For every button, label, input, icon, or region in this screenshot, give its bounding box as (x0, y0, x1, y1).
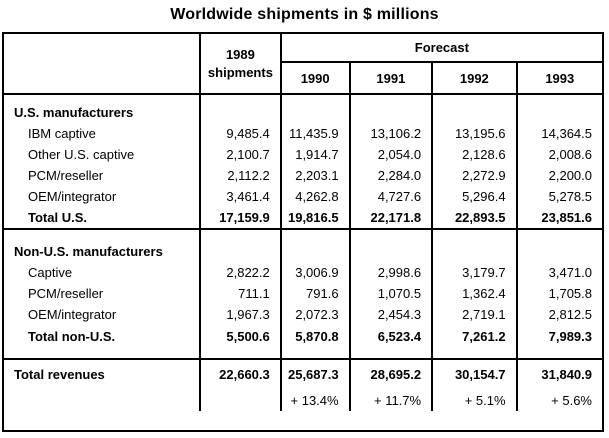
growth-1993: + 5.6% (515, 389, 602, 411)
value-1993: 2,812.5 (515, 304, 602, 325)
shipments-table: 1989 shipments Forecast 1990 1991 1992 1… (2, 32, 604, 432)
total-nonus-1993: 7,989.3 (515, 325, 602, 347)
value-1991: 4,727.6 (348, 186, 433, 207)
table-row: PCM/reseller 711.1 791.6 1,070.5 1,362.4… (4, 283, 602, 304)
row-label: OEM/integrator (28, 189, 117, 204)
value-1992: 2,128.6 (431, 144, 517, 165)
total-us-1991: 22,171.8 (348, 207, 433, 230)
year-1992-header: 1992 (431, 62, 517, 95)
nonus-section-heading: Non-U.S. manufacturers (14, 244, 163, 259)
table-row: PCM/reseller 2,112.2 2,203.1 2,284.0 2,2… (4, 165, 602, 186)
value-1991: 2,284.0 (348, 165, 433, 186)
total-nonus-1991: 6,523.4 (348, 325, 433, 347)
revenues-1990: 25,687.3 (279, 359, 350, 389)
value-1993: 1,705.8 (515, 283, 602, 304)
value-1989: 2,822.2 (199, 262, 281, 283)
total-us-1992: 22,893.5 (431, 207, 517, 230)
growth-1990: + 13.4% (279, 389, 350, 411)
shipments-grid: 1989 shipments Forecast 1990 1991 1992 1… (4, 34, 602, 411)
value-1992: 2,719.1 (431, 304, 517, 325)
value-1990: 2,072.3 (279, 304, 350, 325)
table-row: OEM/integrator 3,461.4 4,262.8 4,727.6 5… (4, 186, 602, 207)
value-1992: 2,272.9 (431, 165, 517, 186)
revenues-1993: 31,840.9 (515, 359, 602, 389)
total-nonus-label: Total non-U.S. (28, 328, 116, 344)
revenues-row: Total revenues 22,660.3 25,687.3 28,695.… (4, 359, 602, 389)
header-row-1: 1989 shipments Forecast (4, 34, 602, 95)
total-us-1993: 23,851.6 (515, 207, 602, 230)
header-blank-cell (4, 34, 201, 95)
year-1993-header: 1993 (515, 62, 602, 95)
value-1990: 791.6 (279, 283, 350, 304)
value-1993: 2,200.0 (515, 165, 602, 186)
value-1992: 5,296.4 (431, 186, 517, 207)
total-nonus-1990: 5,870.8 (279, 325, 350, 347)
value-1989: 2,112.2 (199, 165, 281, 186)
value-1989: 9,485.4 (199, 123, 281, 144)
value-1993: 3,471.0 (515, 262, 602, 283)
value-1989: 1,967.3 (199, 304, 281, 325)
table-row: IBM captive 9,485.4 11,435.9 13,106.2 13… (4, 123, 602, 144)
row-label: OEM/integrator (28, 307, 117, 322)
row-label: Captive (28, 265, 73, 280)
row-label: Other U.S. captive (28, 147, 135, 162)
value-1990: 1,914.7 (279, 144, 350, 165)
value-1989: 2,100.7 (199, 144, 281, 165)
row-label: PCM/reseller (28, 168, 104, 183)
section-heading-row: Non-U.S. manufacturers (4, 241, 602, 262)
total-nonus-1989: 5,500.6 (199, 325, 281, 347)
total-row: Total U.S. 17,159.9 19,816.5 22,171.8 22… (4, 207, 602, 230)
value-1992: 13,195.6 (431, 123, 517, 144)
total-us-1990: 19,816.5 (279, 207, 350, 230)
total-us-label: Total U.S. (4, 207, 201, 230)
value-1993: 2,008.6 (515, 144, 602, 165)
value-1989: 3,461.4 (199, 186, 281, 207)
value-1991: 13,106.2 (348, 123, 433, 144)
us-section-heading: U.S. manufacturers (14, 105, 134, 120)
table-row: Captive 2,822.2 3,006.9 2,998.6 3,179.7 … (4, 262, 602, 283)
value-1989: 711.1 (199, 283, 281, 304)
value-1991: 2,454.3 (348, 304, 433, 325)
revenues-1989: 22,660.3 (199, 359, 281, 389)
total-row: Total non-U.S. 5,500.6 5,870.8 6,523.4 7… (4, 325, 602, 347)
growth-1991: + 11.7% (348, 389, 433, 411)
value-1993: 5,278.5 (515, 186, 602, 207)
forecast-header: Forecast (279, 34, 602, 63)
table-row: OEM/integrator 1,967.3 2,072.3 2,454.3 2… (4, 304, 602, 325)
year-1990-header: 1990 (279, 62, 350, 95)
table-row: Other U.S. captive 2,100.7 1,914.7 2,054… (4, 144, 602, 165)
revenues-1991: 28,695.2 (348, 359, 433, 389)
header-1989-shipments: shipments (207, 64, 273, 80)
value-1992: 3,179.7 (431, 262, 517, 283)
table-title: Worldwide shipments in $ millions (170, 6, 439, 23)
header-1989-cell: 1989 shipments (199, 34, 281, 95)
value-1990: 3,006.9 (279, 262, 350, 283)
revenues-1992: 30,154.7 (431, 359, 517, 389)
total-revenues-label: Total revenues (14, 367, 105, 382)
value-1991: 2,054.0 (348, 144, 433, 165)
value-1990: 11,435.9 (279, 123, 350, 144)
value-1991: 2,998.6 (348, 262, 433, 283)
total-nonus-1992: 7,261.2 (431, 325, 517, 347)
row-label: IBM captive (28, 126, 96, 141)
growth-1992: + 5.1% (431, 389, 517, 411)
value-1991: 1,070.5 (348, 283, 433, 304)
value-1990: 2,203.1 (279, 165, 350, 186)
value-1990: 4,262.8 (279, 186, 350, 207)
value-1993: 14,364.5 (515, 123, 602, 144)
value-1992: 1,362.4 (431, 283, 517, 304)
growth-row: + 13.4% + 11.7% + 5.1% + 5.6% (4, 389, 602, 411)
total-us-1989: 17,159.9 (199, 207, 281, 230)
section-heading-row: U.S. manufacturers (4, 102, 602, 123)
year-1991-header: 1991 (348, 62, 433, 95)
header-1989-year: 1989 (225, 46, 255, 62)
row-label: PCM/reseller (28, 286, 104, 301)
header-row-2: 1990 1991 1992 1993 (4, 62, 602, 95)
